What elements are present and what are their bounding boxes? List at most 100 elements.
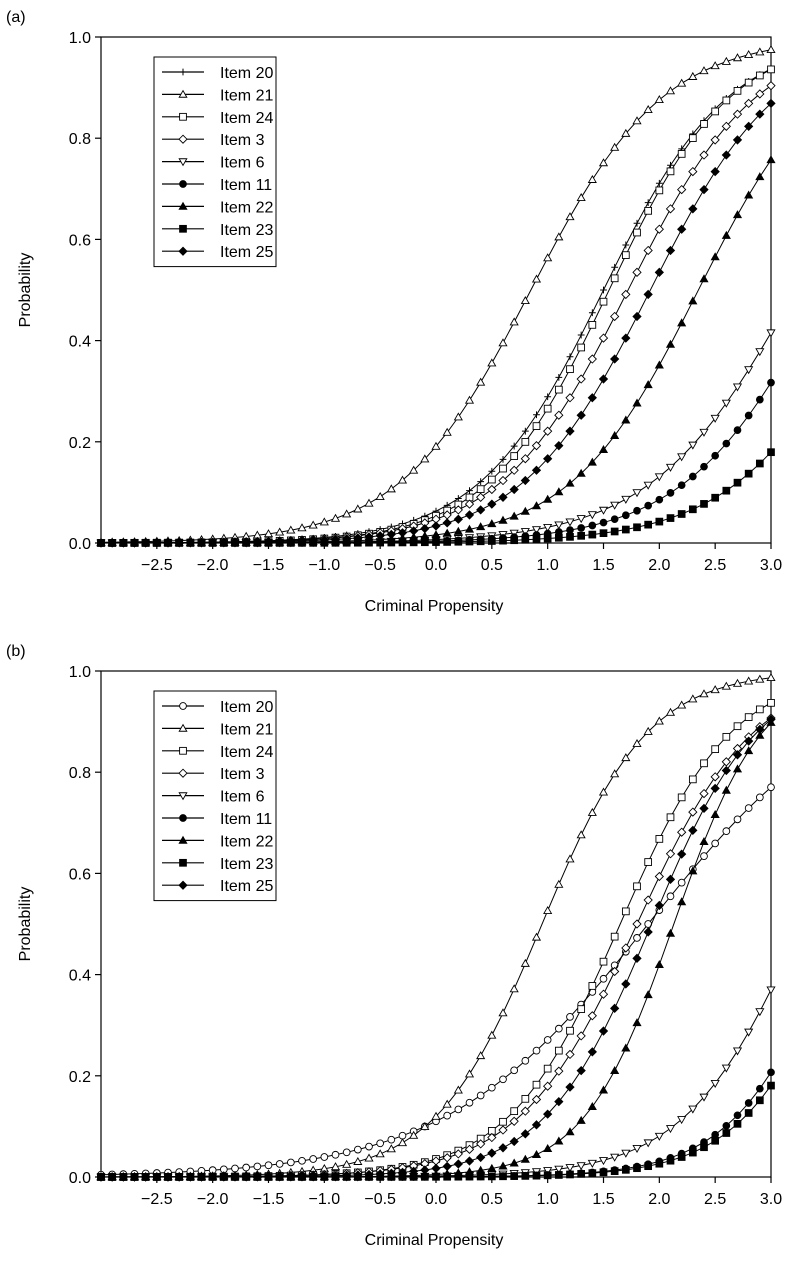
data-point bbox=[566, 1013, 574, 1021]
y-tick-label: 1.0 bbox=[69, 664, 91, 681]
data-point bbox=[476, 1139, 486, 1149]
data-point bbox=[531, 1120, 542, 1130]
x-tick-label: −0.5 bbox=[364, 1191, 396, 1208]
data-point bbox=[298, 1156, 306, 1165]
panel-a: (a) 0.0 0.2 0.4 0.6 0.8 1.0 −2.5 −2.0 −1.5 −1.0 −0.… bbox=[6, 9, 782, 615]
legend-label: Item 24 bbox=[220, 110, 273, 127]
legend-label: Item 11 bbox=[220, 177, 272, 194]
data-point bbox=[755, 674, 765, 683]
data-point bbox=[129, 1172, 140, 1182]
data-point bbox=[688, 134, 697, 142]
legend-label: Item 22 bbox=[220, 199, 273, 216]
data-point bbox=[632, 1145, 642, 1154]
data-point bbox=[677, 453, 687, 462]
data-point bbox=[677, 184, 687, 195]
data-point bbox=[510, 442, 518, 450]
data-point bbox=[598, 1085, 609, 1094]
data-point bbox=[297, 536, 307, 546]
legend-marker bbox=[178, 89, 188, 98]
data-point bbox=[577, 531, 586, 540]
legend-label: Item 24 bbox=[220, 744, 273, 761]
legend-item: Item 11 bbox=[162, 811, 272, 828]
data-point bbox=[633, 506, 641, 515]
data-point bbox=[431, 441, 441, 450]
y-tick-label: 0.6 bbox=[69, 232, 91, 249]
data-point bbox=[531, 501, 542, 510]
data-point bbox=[543, 253, 553, 262]
data-point bbox=[700, 500, 708, 508]
data-point bbox=[353, 533, 363, 543]
data-point bbox=[610, 1153, 620, 1162]
data-point bbox=[565, 518, 575, 527]
data-point bbox=[409, 465, 419, 474]
data-point bbox=[174, 1172, 184, 1182]
data-point bbox=[386, 484, 396, 493]
data-point bbox=[566, 365, 574, 374]
data-point bbox=[744, 98, 754, 109]
data-point bbox=[688, 807, 698, 817]
data-point bbox=[319, 517, 329, 526]
data-point bbox=[621, 333, 631, 343]
data-point bbox=[688, 71, 698, 80]
data-point bbox=[431, 1111, 441, 1120]
data-point bbox=[710, 252, 720, 261]
data-point bbox=[443, 538, 452, 546]
legend-marker bbox=[179, 858, 187, 867]
data-point bbox=[654, 1132, 664, 1141]
data-point bbox=[454, 537, 463, 546]
x-tick-label: 1.0 bbox=[537, 1191, 559, 1208]
data-point bbox=[755, 109, 765, 119]
data-point bbox=[330, 534, 341, 545]
data-point bbox=[576, 468, 586, 477]
legend-item: Item 21 bbox=[162, 721, 273, 738]
data-point bbox=[699, 837, 709, 846]
data-point bbox=[454, 1172, 463, 1181]
x-tick-label: 1.0 bbox=[537, 557, 559, 574]
data-point bbox=[587, 393, 597, 403]
data-point bbox=[498, 1143, 508, 1153]
data-point bbox=[632, 116, 642, 125]
legend-marker bbox=[179, 814, 187, 822]
data-point bbox=[375, 1149, 385, 1158]
x-tick-label: 2.0 bbox=[648, 557, 670, 574]
data-point bbox=[644, 520, 653, 529]
data-point bbox=[721, 1064, 731, 1073]
x-tick-label: −1.0 bbox=[309, 1191, 341, 1208]
data-point bbox=[633, 523, 641, 532]
data-point bbox=[688, 296, 698, 305]
data-point bbox=[420, 538, 429, 547]
data-point bbox=[521, 1094, 530, 1103]
data-point bbox=[677, 150, 686, 158]
data-point bbox=[442, 1153, 452, 1163]
data-point bbox=[654, 871, 664, 882]
data-point bbox=[610, 966, 620, 977]
data-point bbox=[711, 1136, 720, 1145]
data-point bbox=[700, 759, 708, 768]
data-point bbox=[464, 1156, 475, 1166]
data-point bbox=[409, 538, 418, 547]
data-point bbox=[598, 989, 609, 999]
data-point bbox=[588, 521, 597, 530]
data-point bbox=[633, 228, 641, 237]
data-point bbox=[677, 827, 687, 837]
data-point bbox=[365, 1142, 373, 1151]
data-point bbox=[744, 121, 754, 131]
data-point bbox=[476, 505, 486, 515]
legend-label: Item 23 bbox=[220, 856, 273, 873]
data-point bbox=[331, 1150, 340, 1159]
data-point bbox=[543, 1109, 553, 1119]
data-point bbox=[722, 486, 731, 495]
data-point bbox=[443, 1172, 452, 1181]
data-point bbox=[610, 430, 620, 439]
data-point bbox=[666, 167, 675, 176]
data-point bbox=[677, 318, 687, 327]
legend-marker bbox=[178, 768, 188, 778]
data-point bbox=[487, 537, 496, 545]
data-point bbox=[732, 210, 743, 219]
data-point bbox=[699, 428, 709, 437]
data-point bbox=[744, 411, 753, 420]
x-tick-label: 0.5 bbox=[481, 1191, 503, 1208]
data-point bbox=[576, 515, 586, 524]
data-point bbox=[677, 481, 686, 490]
data-point bbox=[498, 515, 508, 524]
